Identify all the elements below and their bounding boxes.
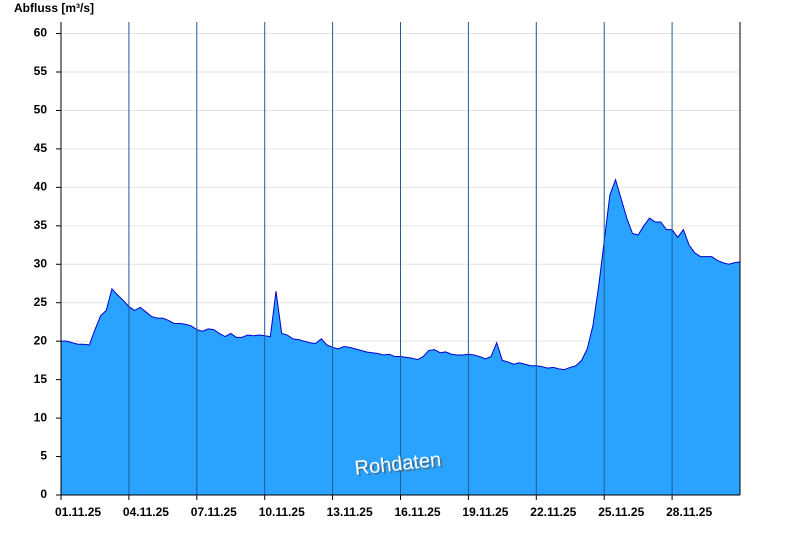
y-tick-label: 55: [34, 64, 48, 78]
x-tick-label: 01.11.25: [55, 505, 101, 519]
x-tick-label: 28.11.25: [666, 505, 712, 519]
x-tick-label: 16.11.25: [395, 505, 441, 519]
x-tick-label: 07.11.25: [191, 505, 237, 519]
y-tick-label: 20: [34, 333, 48, 347]
area: [61, 179, 740, 496]
y-tick-label: 15: [34, 372, 48, 386]
axis-title: Abfluss [m³/s]: [14, 1, 94, 15]
y-tick-label: 60: [34, 26, 48, 40]
x-tick-label: 22.11.25: [530, 505, 576, 519]
y-tick-label: 35: [34, 218, 48, 232]
y-tick-label: 0: [40, 487, 47, 501]
x-tick-label: 13.11.25: [327, 505, 373, 519]
y-tick-label: 5: [40, 449, 47, 463]
x-tick-label: 10.11.25: [259, 505, 305, 519]
x-tick-label: 19.11.25: [462, 505, 508, 519]
y-tick-label: 25: [34, 295, 48, 309]
y-tick-label: 45: [34, 141, 48, 155]
y-tick-label: 10: [34, 410, 48, 424]
x-tick-label: 04.11.25: [123, 505, 169, 519]
x-tick-label: 25.11.25: [598, 505, 644, 519]
y-tick-label: 40: [34, 180, 48, 194]
y-tick-label: 30: [34, 256, 48, 270]
y-tick-label: 50: [34, 103, 48, 117]
